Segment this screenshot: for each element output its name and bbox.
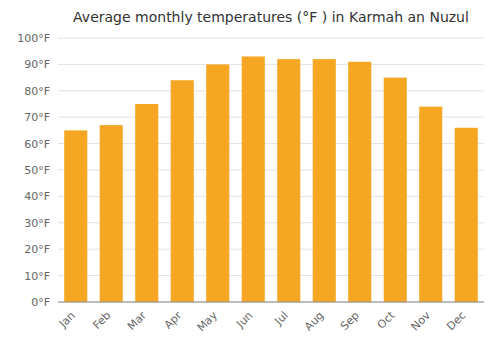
y-tick-label: 100°F	[17, 32, 50, 45]
y-tick-label: 70°F	[24, 111, 50, 124]
x-tick-label: May	[195, 309, 221, 335]
bar	[64, 130, 87, 302]
x-tick-label: Jul	[272, 309, 291, 328]
grid	[58, 38, 484, 302]
bars	[64, 56, 478, 302]
y-tick-label: 40°F	[24, 190, 50, 203]
x-tick-label: Aug	[302, 309, 326, 333]
bar	[100, 125, 123, 302]
bar	[419, 107, 442, 302]
x-tick-label: Feb	[90, 309, 113, 332]
bar	[135, 104, 158, 302]
x-tick-label: Sep	[338, 309, 362, 333]
x-tick-label: Jun	[233, 309, 255, 331]
x-tick-label: Apr	[162, 309, 185, 332]
bar	[313, 59, 336, 302]
x-tick-label: Nov	[408, 309, 433, 334]
y-tick-label: 30°F	[24, 217, 50, 230]
x-tick-label: Oct	[375, 308, 398, 331]
x-tick-label: Mar	[125, 309, 149, 333]
x-axis: Jan Feb Mar Apr May Jun Jul Aug Sep Oct Nov Dec	[56, 302, 484, 334]
bar	[348, 62, 371, 302]
y-tick-label: 20°F	[24, 243, 50, 256]
x-tick-label: Dec	[444, 309, 468, 333]
y-axis: 0°F 10°F 20°F 30°F 40°F 50°F 60°F 70°F 80°F 90°F 1…	[17, 32, 50, 309]
bar	[242, 56, 265, 302]
y-tick-label: 60°F	[24, 138, 50, 151]
bar	[455, 128, 478, 302]
grid-line	[58, 302, 484, 303]
y-tick-label: 90°F	[24, 58, 50, 71]
grid-line	[58, 64, 484, 65]
grid-line	[58, 38, 484, 39]
bar	[277, 59, 300, 302]
bar	[384, 78, 407, 302]
bar	[171, 80, 194, 302]
y-tick-label: 80°F	[24, 85, 50, 98]
y-tick-label: 10°F	[24, 270, 50, 283]
y-tick-label: 0°F	[31, 296, 50, 309]
x-axis-line	[58, 302, 484, 303]
bar	[206, 64, 229, 302]
chart-container: Average monthly temperatures (°F ) in Ka…	[0, 0, 500, 350]
y-tick-label: 50°F	[24, 164, 50, 177]
grid-line	[58, 90, 484, 91]
x-tick-label: Jan	[56, 309, 78, 331]
chart: Average monthly temperatures (°F ) in Ka…	[0, 0, 500, 350]
title: Average monthly temperatures (°F ) in Ka…	[73, 9, 469, 25]
